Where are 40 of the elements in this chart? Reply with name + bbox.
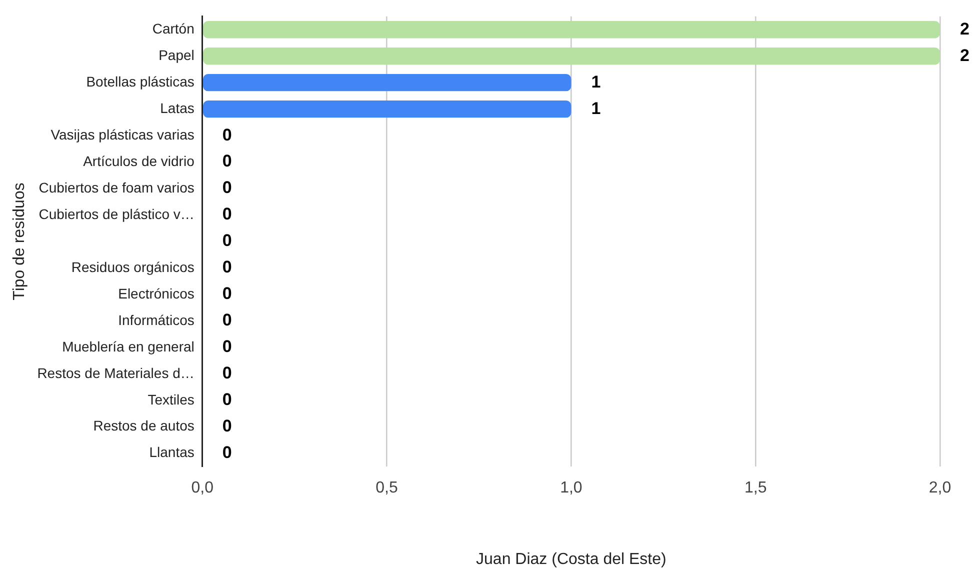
x-tick-label: 1,0 xyxy=(560,480,582,497)
x-tick-label: 1,5 xyxy=(744,480,767,497)
x-tick-label: 0,0 xyxy=(191,480,214,497)
data-label: 0 xyxy=(222,152,232,171)
data-label: 1 xyxy=(591,72,601,92)
y-tick-label: Mueblería en general xyxy=(62,338,194,354)
data-label: 0 xyxy=(222,284,232,304)
data-label: 0 xyxy=(222,310,232,330)
data-label: 2 xyxy=(960,19,970,38)
y-tick-label: Restos de Materiales d… xyxy=(37,364,194,381)
y-tick-label: Restos de autos xyxy=(93,418,194,434)
data-label: 0 xyxy=(222,364,232,383)
y-tick-label: Residuos orgánicos xyxy=(71,258,194,275)
y-tick-label: Cubiertos de foam varios xyxy=(38,179,194,196)
data-label: 0 xyxy=(222,231,232,250)
data-label: 0 xyxy=(222,416,232,436)
y-tick-label: Textiles xyxy=(148,391,194,408)
y-tick-label: Electrónicos xyxy=(118,285,194,302)
data-label: 0 xyxy=(222,258,232,277)
data-label: 0 xyxy=(222,443,232,462)
data-label: 1 xyxy=(591,98,601,118)
data-label: 2 xyxy=(960,46,970,65)
y-tick-label: Papel xyxy=(158,46,194,63)
y-axis-title: Tipo de residuos xyxy=(11,182,28,300)
x-axis-title: Juan Diaz (Costa del Este) xyxy=(476,550,666,568)
data-label: 0 xyxy=(222,125,232,144)
data-label: 0 xyxy=(222,204,232,224)
x-tick-label: 0,5 xyxy=(376,480,398,497)
y-tick-label: Llantas xyxy=(149,444,194,460)
y-tick-label: Cubiertos de plástico v… xyxy=(38,206,194,222)
data-label: 0 xyxy=(222,390,232,410)
y-tick-label: Botellas plásticas xyxy=(86,73,194,90)
y-tick-label: Artículos de vidrio xyxy=(83,152,195,169)
data-label: 0 xyxy=(222,337,232,356)
y-tick-label: Cartón xyxy=(152,20,194,36)
data-label: 0 xyxy=(222,178,232,198)
y-tick-label: Latas xyxy=(160,100,194,116)
y-tick-label: Vasijas plásticas varias xyxy=(50,126,194,142)
y-tick-label: Informáticos xyxy=(118,312,194,328)
x-tick-label: 2,0 xyxy=(928,480,952,497)
